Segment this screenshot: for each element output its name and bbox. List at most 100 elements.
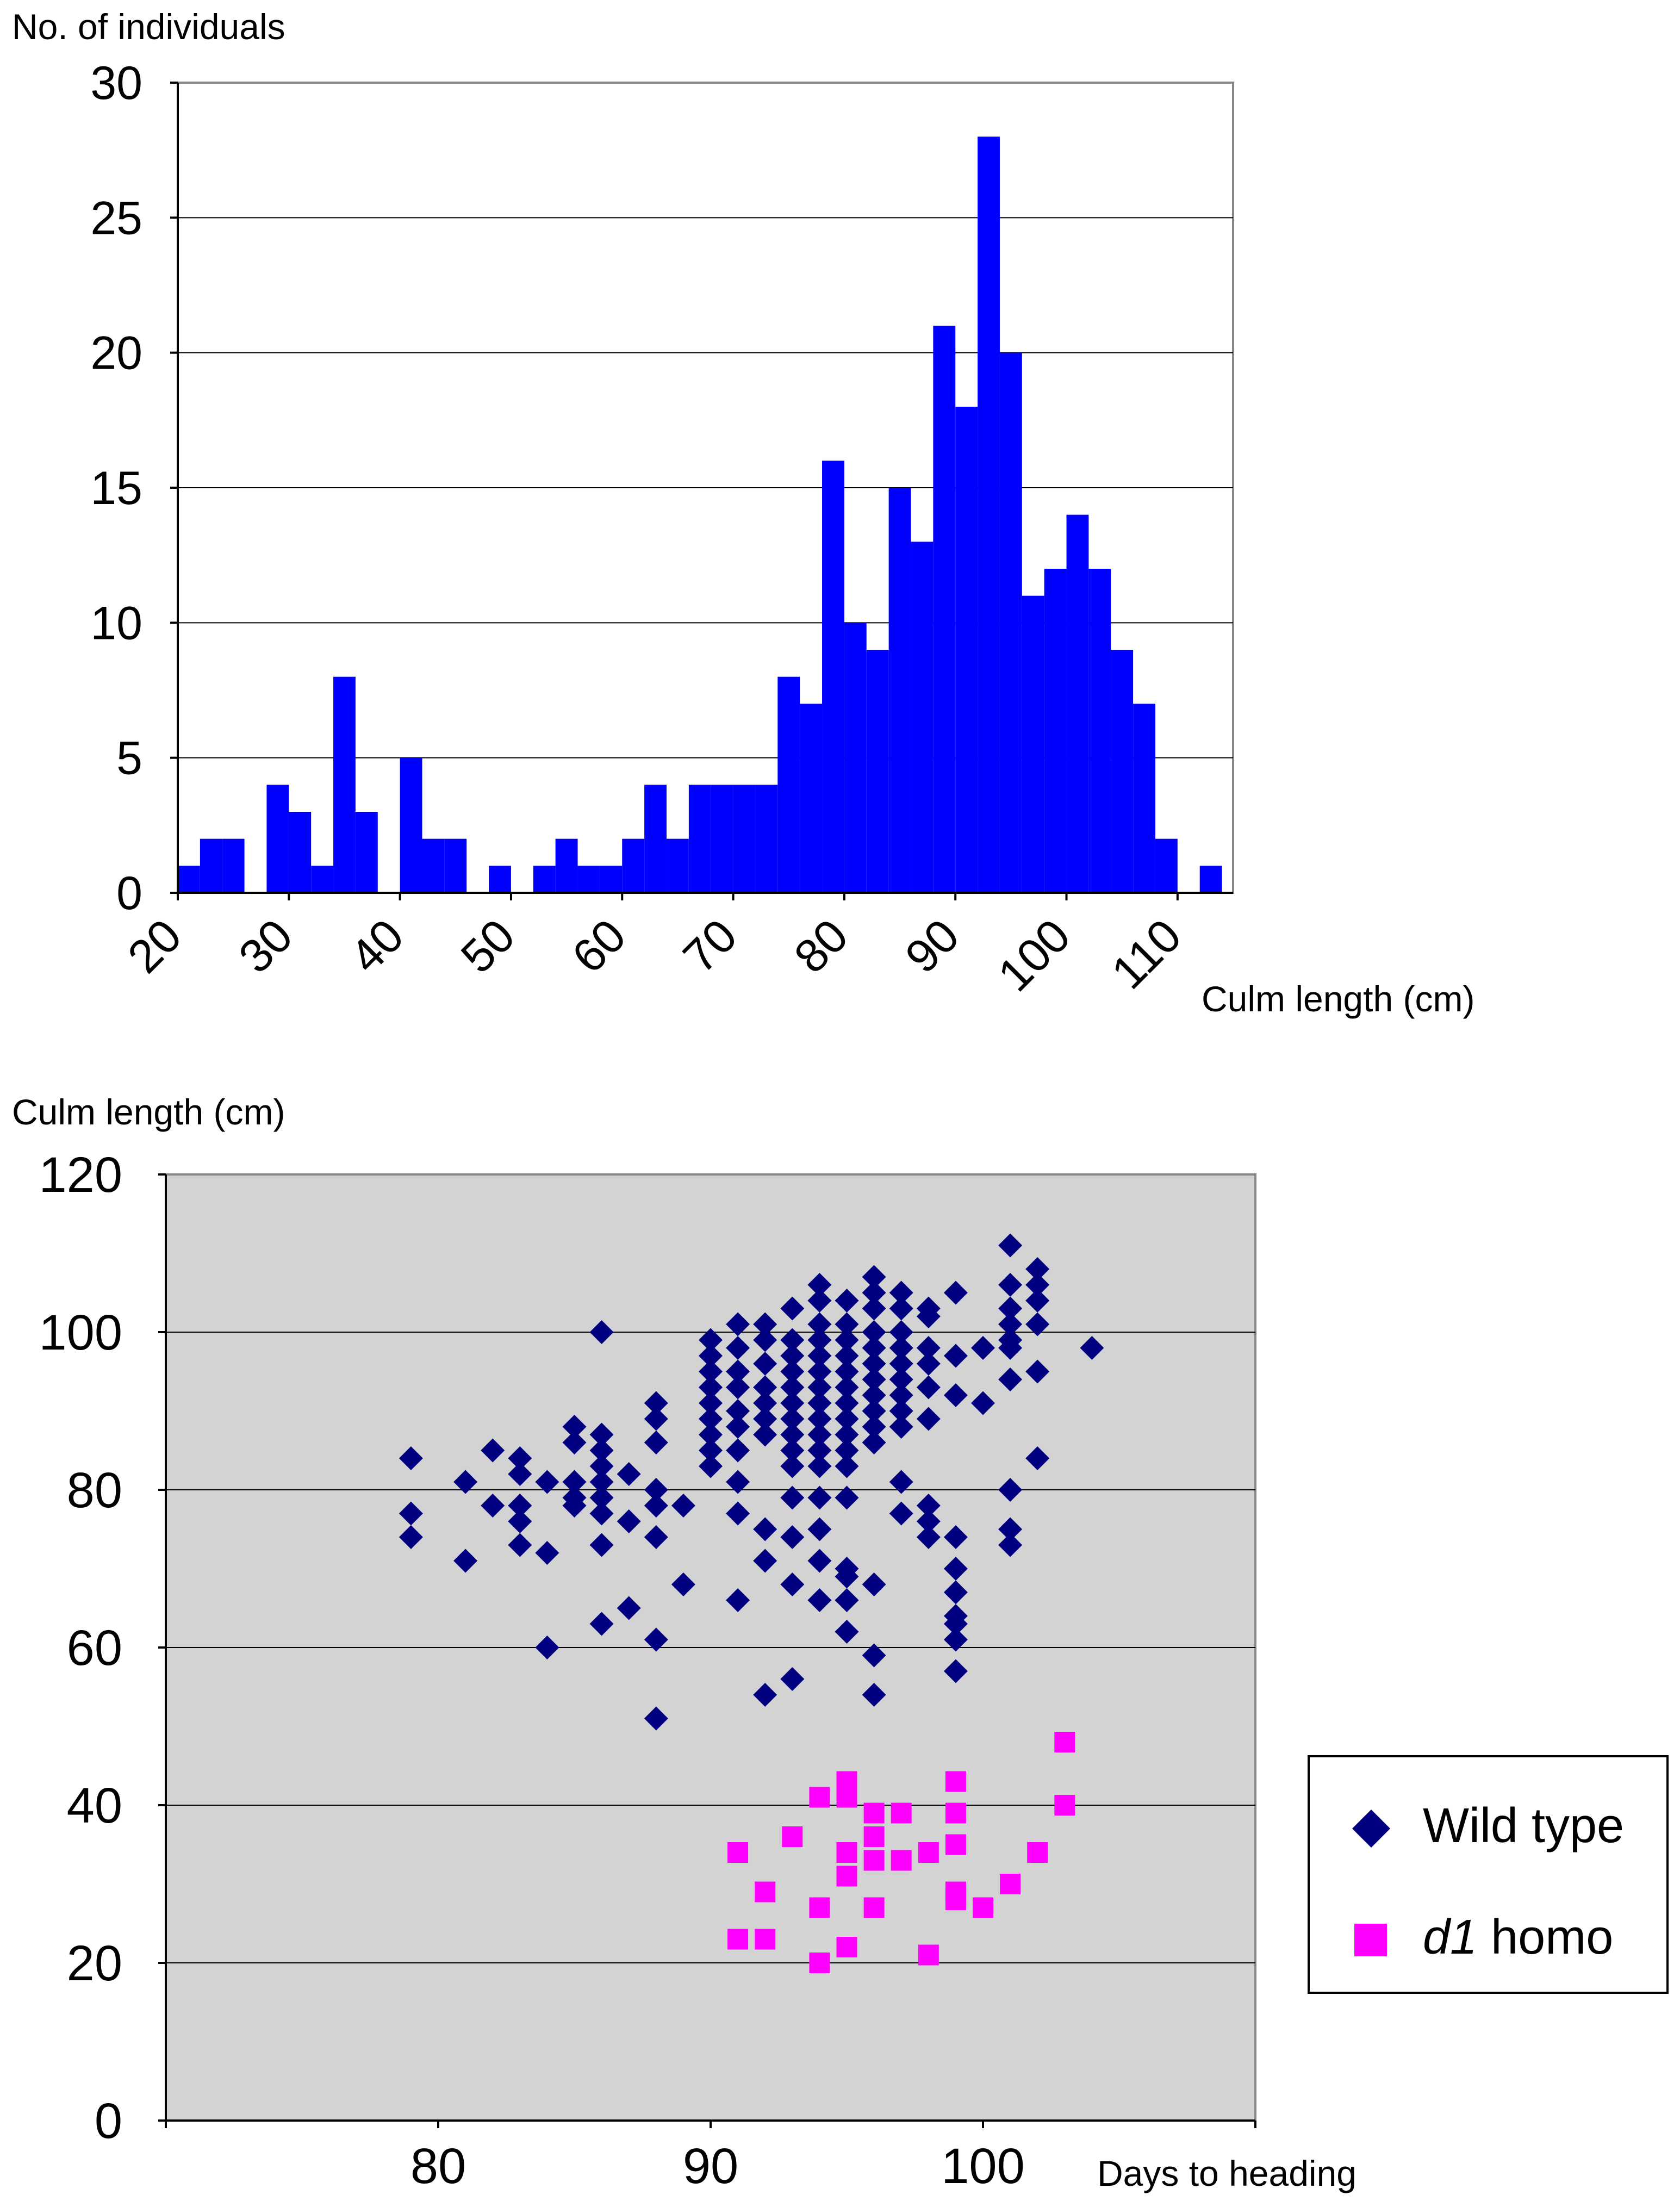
- wild-type-point: [835, 1620, 859, 1644]
- wild-type-point: [862, 1431, 886, 1454]
- scatter-chart: 0 20 40 60 80 100 120 80 90 100 Culm length (cm)…: [12, 1092, 1669, 2194]
- wild-type-point: [889, 1415, 913, 1439]
- wild-type-point: [916, 1525, 941, 1549]
- d1-homo-point: [863, 1850, 885, 1871]
- wild-type-point: [644, 1407, 668, 1431]
- histogram-bar: [1111, 650, 1134, 893]
- wild-type-point: [399, 1501, 423, 1526]
- wild-type-point: [998, 1273, 1023, 1297]
- wild-type-point: [943, 1383, 968, 1407]
- scatter-y-tick-label: 100: [39, 1305, 123, 1360]
- histogram-bar: [289, 812, 312, 893]
- histogram-bar: [733, 785, 756, 893]
- histogram-x-tick-label: 100: [988, 910, 1080, 1002]
- histogram-bar: [933, 326, 956, 893]
- histogram-bar: [200, 838, 222, 893]
- wild-type-point: [753, 1391, 777, 1415]
- d1-homo-point: [945, 1834, 966, 1855]
- scatter-x-ticks: 80 90 100: [165, 2121, 1256, 2194]
- histogram-y-tick-label: 10: [90, 597, 142, 649]
- d1-homo-point: [836, 1866, 857, 1887]
- wild-type-point: [726, 1399, 750, 1423]
- legend-square-icon: [1354, 1924, 1387, 1956]
- wild-type-point: [508, 1446, 532, 1470]
- wild-type-point: [943, 1612, 968, 1636]
- scatter-y-tick-label: 0: [95, 2093, 122, 2149]
- histogram-bar: [955, 407, 978, 893]
- wild-type-point: [998, 1367, 1023, 1391]
- wild-type-point: [807, 1588, 832, 1612]
- wild-type-point: [862, 1296, 886, 1321]
- wild-type-point: [998, 1533, 1023, 1557]
- wild-type-point: [1025, 1446, 1050, 1470]
- wild-type-point: [998, 1233, 1023, 1258]
- wild-type-point: [453, 1549, 478, 1573]
- d1-homo-point: [863, 1826, 885, 1847]
- wild-type-point: [617, 1509, 641, 1533]
- wild-type-point: [508, 1494, 532, 1518]
- wild-type-point: [699, 1454, 723, 1478]
- wild-type-point: [699, 1407, 723, 1431]
- d1-homo-point: [945, 1802, 966, 1824]
- wild-type-point: [780, 1572, 805, 1596]
- histogram-bar: [644, 785, 667, 893]
- wild-type-point: [644, 1478, 668, 1502]
- wild-type-point: [889, 1399, 913, 1423]
- wild-type-point: [726, 1415, 750, 1439]
- wild-type-point: [835, 1454, 859, 1478]
- histogram-bar: [911, 542, 934, 893]
- d1-homo-point: [863, 1897, 885, 1918]
- histogram-x-tick-label: 60: [562, 910, 636, 984]
- wild-type-point: [1025, 1359, 1050, 1384]
- histogram-x-tick-label: 30: [229, 910, 303, 984]
- histogram-bar: [1044, 569, 1067, 893]
- d1-homo-point: [836, 1787, 857, 1808]
- wild-type-point: [453, 1470, 478, 1494]
- wild-type-point: [835, 1438, 859, 1463]
- wild-type-point: [589, 1422, 614, 1447]
- d1-homo-point: [755, 1929, 776, 1950]
- wild-type-point: [862, 1399, 886, 1423]
- wild-type-point: [862, 1265, 886, 1289]
- histogram-bar: [178, 866, 200, 893]
- histogram-bar: [600, 866, 623, 893]
- wild-type-point: [835, 1588, 859, 1612]
- wild-type-point: [971, 1391, 995, 1415]
- d1-homo-point: [918, 1842, 939, 1863]
- wild-type-point: [807, 1359, 832, 1384]
- wild-type-point: [562, 1494, 587, 1518]
- wild-type-point: [617, 1596, 641, 1620]
- wild-type-point: [508, 1509, 532, 1533]
- wild-type-point: [889, 1336, 913, 1360]
- wild-type-point: [644, 1431, 668, 1454]
- d1-homo-point: [945, 1889, 966, 1910]
- wild-type-point: [807, 1454, 832, 1478]
- wild-type-point: [1025, 1257, 1050, 1281]
- d1-homo-point: [836, 1842, 857, 1863]
- wild-type-point: [835, 1564, 859, 1589]
- wild-type-point: [481, 1438, 505, 1463]
- histogram-y-tick-label: 30: [90, 57, 142, 109]
- wild-type-point: [726, 1438, 750, 1463]
- d1-homo-point: [973, 1897, 993, 1918]
- wild-type-point: [562, 1415, 587, 1439]
- wild-type-point: [753, 1683, 777, 1707]
- wild-type-point: [753, 1407, 777, 1431]
- histogram-x-tick-label: 20: [118, 910, 192, 984]
- histogram-x-tick-label: 90: [895, 910, 969, 984]
- histogram-x-tick-label: 70: [673, 910, 747, 984]
- wild-type-point: [780, 1328, 805, 1352]
- wild-type-point: [807, 1438, 832, 1463]
- wild-type-point: [780, 1485, 805, 1510]
- d1-homo-point: [863, 1802, 885, 1824]
- histogram-x-tick-label: 80: [785, 910, 858, 984]
- wild-type-point: [835, 1407, 859, 1431]
- wild-type-point: [617, 1462, 641, 1486]
- wild-type-point: [943, 1659, 968, 1683]
- histogram-x-ticks: 20 30 40 50 60 70 80 90 100 110: [118, 893, 1191, 1002]
- wild-type-point: [589, 1470, 614, 1494]
- histogram-bar: [355, 812, 378, 893]
- wild-type-point: [943, 1280, 968, 1305]
- wild-type-point: [807, 1328, 832, 1352]
